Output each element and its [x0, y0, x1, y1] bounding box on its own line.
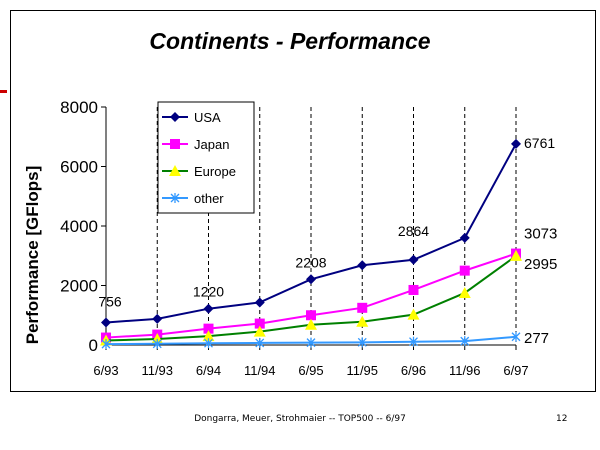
point-europe: [305, 318, 317, 330]
y-axis-label: Performance [GFlops]: [23, 166, 42, 345]
point-europe: [356, 315, 369, 327]
point-other: [511, 331, 521, 342]
point-usa: [306, 274, 316, 285]
point-usa: [408, 254, 419, 265]
legend-marker: [170, 139, 180, 149]
legend-marker: [169, 165, 181, 176]
y-tick-label: 2000: [60, 277, 98, 296]
x-tick-label: 11/95: [346, 363, 378, 378]
point-europe: [253, 325, 266, 337]
point-europe: [510, 249, 522, 261]
red-margin-mark: [0, 90, 7, 93]
data-label: 3073: [524, 226, 557, 243]
point-japan: [203, 323, 214, 334]
y-tick-label: 6000: [60, 158, 98, 177]
point-japan: [357, 302, 368, 313]
point-usa: [203, 303, 214, 314]
footer-citation: Dongarra, Meuer, Strohmaier -- TOP500 --…: [194, 414, 406, 424]
point-japan: [306, 310, 316, 321]
point-other: [204, 338, 213, 349]
page-number: 12: [556, 414, 568, 424]
axes-layer: 0 2000 4000 6000 8000 6/93 11/93 6/94 11/94 6/95 1…: [60, 98, 528, 378]
point-europe: [458, 286, 471, 298]
x-tick-label: 11/96: [449, 363, 481, 378]
x-tick-label: 6/97: [503, 363, 528, 378]
point-other: [101, 339, 111, 350]
x-tick-label: 11/94: [244, 363, 276, 378]
series-layer: [100, 138, 522, 350]
data-label: 6761: [524, 135, 555, 151]
point-usa: [254, 297, 265, 308]
point-other: [409, 336, 418, 347]
x-tick-label: 6/95: [298, 363, 323, 378]
data-label: 2208: [295, 254, 326, 270]
legend: USA Japan Europe other: [157, 101, 255, 214]
y-tick-label: 4000: [60, 217, 98, 236]
point-japan: [254, 318, 265, 329]
point-usa: [152, 313, 163, 324]
point-japan: [408, 284, 419, 295]
point-usa: [459, 232, 470, 243]
y-tick-label: 0: [89, 336, 98, 355]
point-japan: [459, 265, 470, 276]
point-europe: [202, 330, 215, 342]
legend-label: other: [194, 191, 224, 206]
data-label: 1220: [193, 284, 224, 300]
x-tick-label: 6/94: [196, 363, 221, 378]
data-labels-layer: 756 1220 2208 2864 6761 3073 2995 277: [98, 135, 557, 347]
data-label: 2995: [524, 256, 557, 273]
legend-marker: [170, 193, 180, 203]
legend-label: Japan: [194, 137, 229, 152]
chart-title: Continents - Performance: [149, 28, 431, 54]
data-label: 277: [524, 330, 549, 347]
legend-marker: [170, 112, 180, 122]
point-usa: [357, 260, 368, 271]
x-tick-label: 6/96: [401, 363, 426, 378]
y-tick-label: 8000: [60, 98, 98, 117]
x-tick-label: 6/93: [93, 363, 118, 378]
data-label: 2864: [398, 223, 429, 239]
point-other: [306, 337, 316, 348]
point-other: [255, 337, 265, 348]
point-usa: [101, 317, 111, 328]
point-europe: [407, 308, 420, 320]
point-other: [460, 336, 470, 347]
chart-frame: [10, 10, 596, 392]
point-other: [357, 337, 367, 348]
data-label: 756: [98, 294, 122, 310]
point-usa: [511, 138, 521, 149]
legend-label: USA: [194, 110, 221, 125]
point-other: [152, 338, 162, 349]
legend-label: Europe: [194, 164, 236, 179]
x-tick-label: 11/93: [141, 363, 173, 378]
